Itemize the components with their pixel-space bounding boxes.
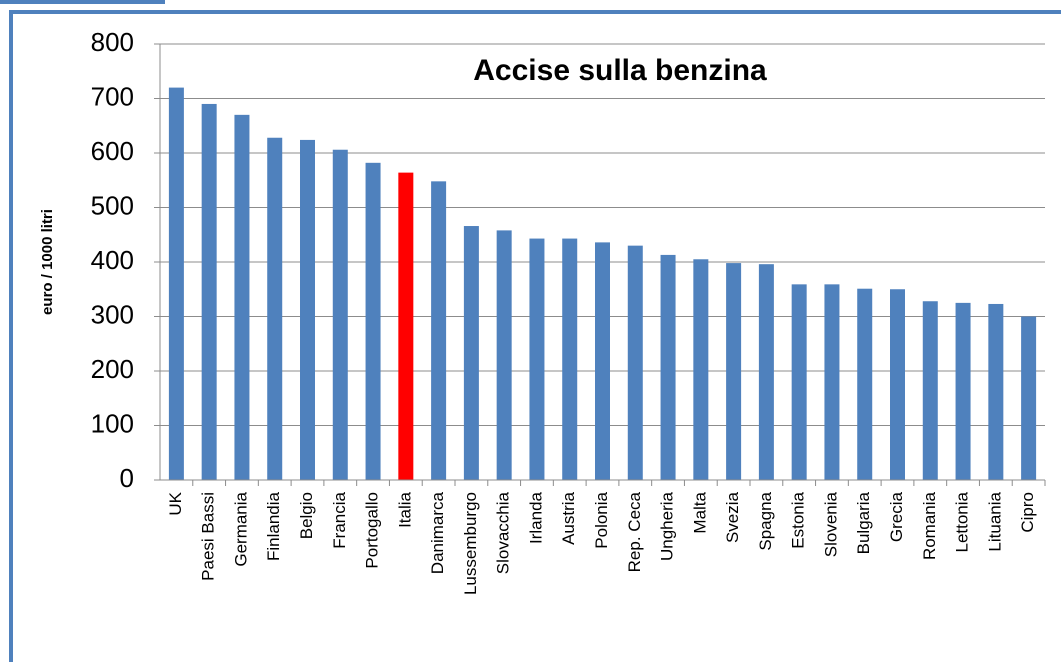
bar [267,137,283,481]
y-axis-label: euro / 1000 litri [39,209,56,315]
x-tick-label: Malta [690,491,709,533]
bar [201,103,217,480]
y-tick-label: 400 [91,245,134,275]
x-tick-label: Grecia [887,491,906,542]
y-tick-label: 600 [91,136,134,166]
x-tick-label: Slovacchia [494,491,513,574]
x-tick-label: Bulgaria [854,491,873,554]
bar [431,181,447,480]
x-tick-label: Svezia [723,491,742,543]
bar [234,114,250,480]
bar [791,284,807,480]
bar [726,263,742,480]
tab-bar [0,0,165,4]
x-tick-label: Rep. Ceca [625,491,644,572]
bar [168,87,184,480]
y-tick-label: 800 [91,27,134,57]
x-tick-label: Cipro [1018,492,1037,533]
x-tick-label: Germania [231,491,250,566]
x-tick-label: Lettonia [953,491,972,552]
y-tick-label: 200 [91,354,134,384]
bar [398,172,414,480]
x-tick-label: Danimarca [428,491,447,574]
x-tick-label: Romania [920,491,939,560]
x-tick-label: Spagna [756,491,775,550]
frame-top [9,10,1061,14]
x-tick-label: Italia [395,491,414,527]
bar [890,289,905,480]
bar [562,238,578,480]
bar [824,284,840,480]
bar [693,259,709,480]
bar [758,264,774,480]
x-tick-label: Austria [559,491,578,544]
bar [595,242,610,480]
bar [955,302,971,480]
y-tick-label: 500 [91,190,134,220]
x-tick-label: Estonia [789,491,808,548]
bar [857,288,873,480]
plot-area: 0 100 200 300 400 500 600 700 800 UK Paesi Bassi Ge… [91,27,1046,595]
y-tick-label: 700 [91,81,134,111]
x-tick-label: Finlandia [264,491,283,561]
x-tick-label: Polonia [592,491,611,548]
bar [365,162,381,480]
bar [496,230,512,480]
x-tick-label: Irlanda [526,491,545,544]
x-tick-label: Francia [330,491,349,548]
x-tick-label: Ungheria [658,491,677,561]
bar [300,139,315,481]
chart-title: Accise sulla benzina [473,54,767,87]
bar [988,303,1004,480]
bar [529,238,545,480]
bar [660,254,676,480]
bar [922,301,938,480]
x-tick-label: Paesi Bassi [199,492,218,581]
x-tick-label: Lituania [985,491,1004,551]
y-tick-label: 0 [120,463,134,493]
frame-left [9,10,13,662]
bar [332,149,348,481]
y-tick-label: 300 [91,299,134,329]
bar [1021,316,1037,480]
x-tick-label: Belgio [297,492,316,539]
x-tick-label: Slovenia [821,491,840,557]
bar [463,226,479,480]
x-tick-label: Portogallo [363,492,382,569]
y-tick-label: 100 [91,408,134,438]
bar [627,245,643,480]
x-tick-label: UK [166,491,185,515]
x-tick-label: Lussemburgo [461,492,480,595]
